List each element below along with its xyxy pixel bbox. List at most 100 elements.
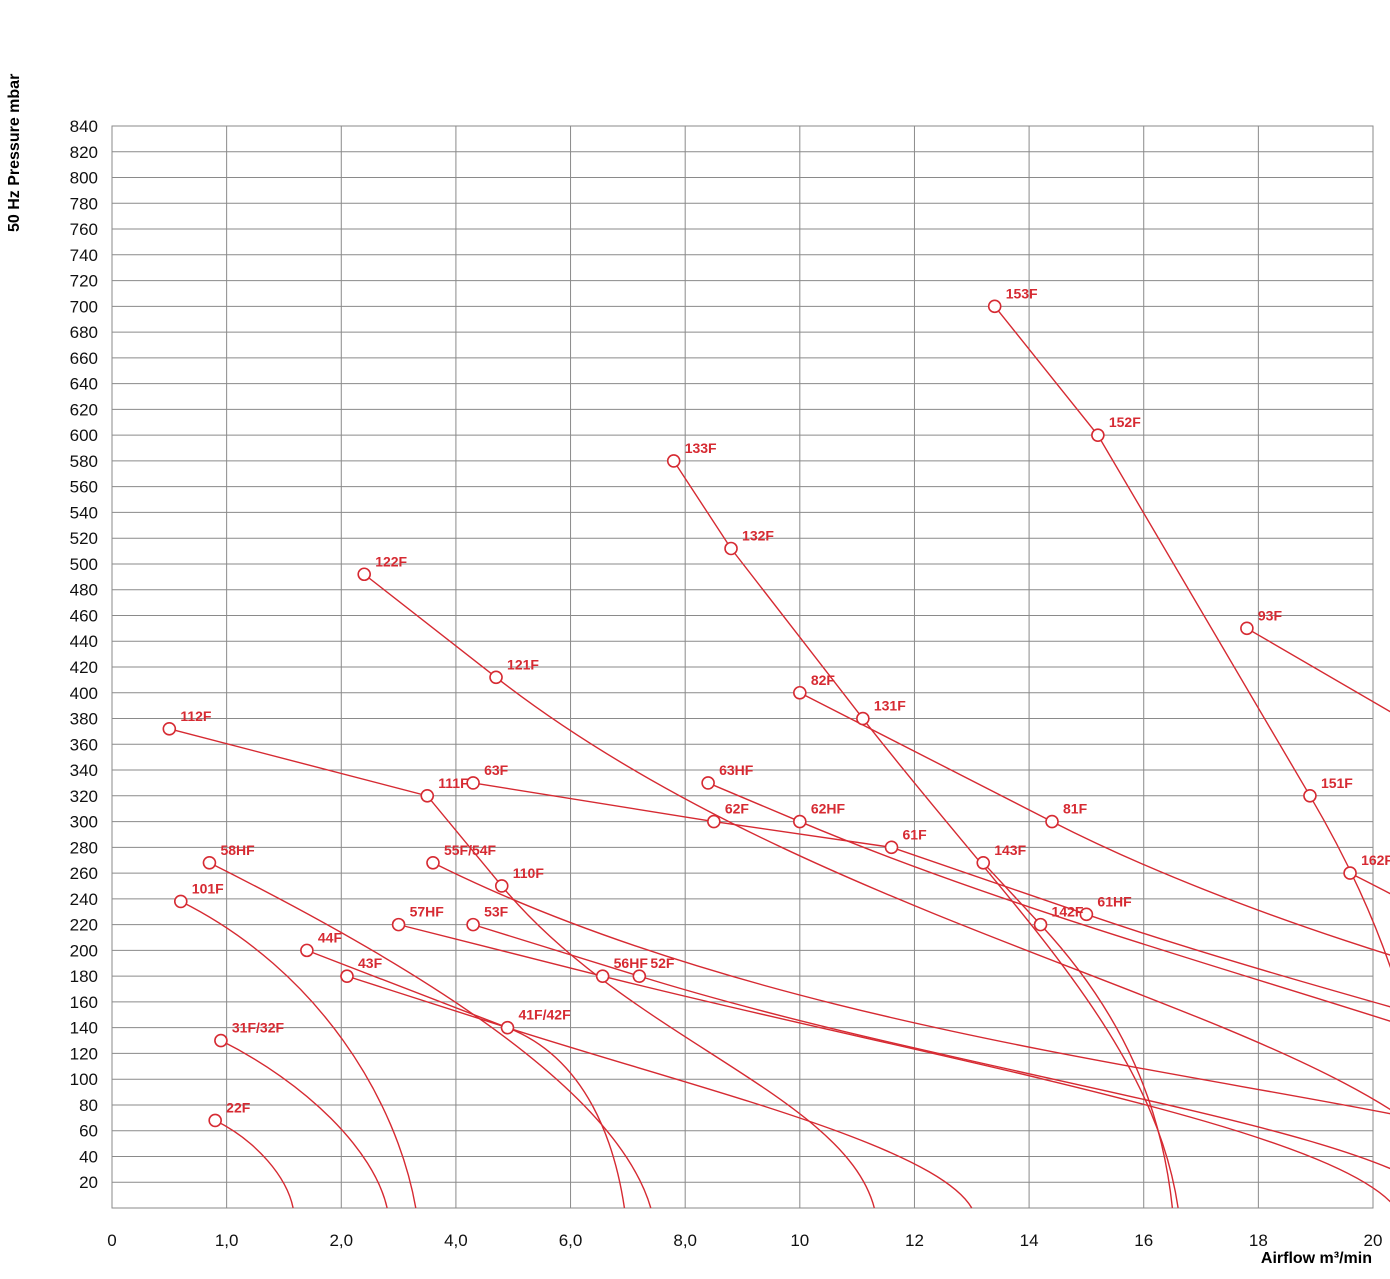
point-label: 110F	[513, 865, 545, 881]
point-marker	[420, 789, 435, 803]
y-tick-label: 820	[70, 143, 98, 162]
y-axis-title-wrap: 50 Hz Pressure mbar	[6, 0, 30, 240]
point-marker	[976, 855, 991, 870]
point-marker	[300, 943, 314, 958]
point-marker	[391, 917, 406, 932]
x-tick-label: 6,0	[559, 1231, 583, 1250]
y-tick-label: 760	[70, 220, 98, 239]
y-tick-label: 840	[70, 117, 98, 136]
point-marker	[595, 969, 610, 983]
point-marker	[426, 855, 440, 870]
point-marker	[856, 711, 870, 726]
point-label: 132F	[742, 527, 774, 543]
point-label: 58HF	[220, 842, 255, 858]
y-tick-label: 240	[70, 890, 98, 909]
point-marker	[208, 1113, 222, 1128]
point-label: 56HF	[614, 955, 649, 971]
grid	[111, 125, 1374, 1209]
point-marker	[1343, 866, 1357, 880]
point-label: 82F	[811, 672, 836, 688]
series-curve	[472, 923, 1390, 1170]
point-label: 142F	[1052, 904, 1084, 920]
point-marker	[1091, 428, 1105, 442]
y-tick-label: 280	[70, 838, 98, 857]
x-tick-label: 4,0	[444, 1231, 468, 1250]
y-tick-label: 460	[70, 606, 98, 625]
y-tick-label: 180	[70, 967, 98, 986]
point-label: 93F	[1258, 607, 1283, 623]
y-tick-label: 420	[70, 658, 98, 677]
point-marker	[1033, 917, 1048, 932]
y-tick-label: 300	[70, 813, 98, 832]
y-tick-label: 20	[79, 1173, 98, 1192]
point-label: 52F	[650, 955, 675, 971]
y-tick-label: 740	[70, 246, 98, 265]
point-label: 81F	[1063, 801, 1088, 817]
y-tick-label: 580	[70, 452, 98, 471]
point-marker	[173, 894, 188, 909]
y-tick-label: 120	[70, 1044, 98, 1063]
point-label: 61F	[903, 826, 928, 842]
x-tick-label: 12	[905, 1231, 924, 1250]
point-marker	[489, 670, 503, 685]
point-label: 152F	[1109, 414, 1141, 430]
point-label: 61HF	[1097, 893, 1132, 909]
x-axis-title: Airflow m³/min	[1260, 1250, 1372, 1267]
x-tick-label: 18	[1249, 1231, 1268, 1250]
y-tick-label: 220	[70, 916, 98, 935]
point-marker	[357, 567, 372, 582]
y-tick-label: 700	[70, 297, 98, 316]
point-marker	[701, 776, 715, 790]
y-tick-label: 480	[70, 581, 98, 600]
point-label: 22F	[226, 1099, 251, 1115]
point-marker	[1045, 814, 1059, 829]
y-tick-label: 80	[79, 1096, 98, 1115]
point-label: 162F	[1361, 852, 1390, 868]
point-marker	[632, 969, 647, 983]
y-tick-label: 520	[70, 529, 98, 548]
point-label: 62F	[725, 801, 750, 817]
y-tick-label: 320	[70, 787, 98, 806]
point-labels: 22F 31F/32F 44F 43F 41F/42F 101F 57HF 56HF 53F 52…	[180, 285, 1390, 1115]
x-tick-label: 10	[790, 1231, 809, 1250]
point-marker	[724, 541, 738, 556]
y-tick-label: 620	[70, 400, 98, 419]
y-tick-label: 680	[70, 323, 98, 342]
point-label: 41F/42F	[518, 1007, 571, 1023]
point-label: 101F	[192, 880, 224, 896]
point-label: 133F	[685, 440, 717, 456]
series-curve	[220, 1039, 388, 1209]
point-marker	[1303, 789, 1317, 803]
y-tick-label: 720	[70, 272, 98, 291]
y-tick-label: 500	[70, 555, 98, 574]
y-tick-label: 600	[70, 426, 98, 445]
series-curve	[472, 782, 1390, 1008]
point-marker	[466, 776, 480, 790]
x-tick-label: 14	[1020, 1231, 1039, 1250]
point-marker	[202, 855, 217, 870]
point-markers	[162, 299, 1357, 1128]
point-label: 131F	[874, 698, 906, 714]
x-tick-label: 16	[1134, 1231, 1153, 1250]
y-axis-title: 50 Hz Pressure mbar	[6, 73, 23, 232]
series-curve	[209, 862, 652, 1209]
y-tick-label: 780	[70, 194, 98, 213]
point-label: 43F	[358, 955, 383, 971]
y-tick-label: 360	[70, 735, 98, 754]
point-label: 57HF	[410, 904, 445, 920]
point-label: 121F	[507, 656, 539, 672]
series-curve	[180, 900, 417, 1209]
series-curve	[169, 728, 876, 1209]
y-tick-label: 440	[70, 632, 98, 651]
y-tick-label: 160	[70, 993, 98, 1012]
point-marker	[466, 917, 480, 932]
point-label: 122F	[375, 553, 407, 569]
x-tick-label: 1,0	[215, 1231, 239, 1250]
series-curve	[994, 305, 1390, 969]
point-marker	[666, 454, 681, 468]
point-label: 153F	[1006, 285, 1038, 301]
series-curve	[398, 923, 1390, 1203]
point-label: 53F	[484, 904, 509, 920]
x-tick-label: 20	[1364, 1231, 1383, 1250]
axis-ticks: 8408208007807607407207006806606406206005…	[70, 117, 1383, 1250]
